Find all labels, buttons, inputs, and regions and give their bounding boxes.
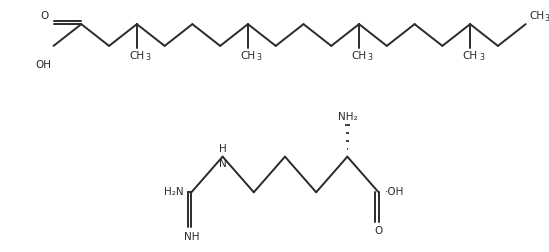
Text: CH: CH: [129, 51, 144, 61]
Text: CH: CH: [463, 51, 478, 61]
Text: 3: 3: [145, 53, 150, 62]
Text: NH: NH: [184, 232, 199, 242]
Text: 3: 3: [479, 53, 484, 62]
Text: O: O: [41, 11, 49, 21]
Text: ·OH: ·OH: [384, 187, 404, 197]
Text: CH: CH: [530, 11, 545, 21]
Text: O: O: [374, 226, 383, 236]
Text: 3: 3: [368, 53, 373, 62]
Text: N: N: [219, 159, 227, 169]
Text: 3: 3: [544, 14, 549, 23]
Text: CH: CH: [240, 51, 255, 61]
Text: 3: 3: [257, 53, 262, 62]
Text: H: H: [219, 144, 227, 154]
Text: H₂N: H₂N: [164, 187, 183, 197]
Text: NH₂: NH₂: [338, 112, 357, 122]
Text: OH: OH: [36, 60, 52, 70]
Text: CH: CH: [351, 51, 367, 61]
